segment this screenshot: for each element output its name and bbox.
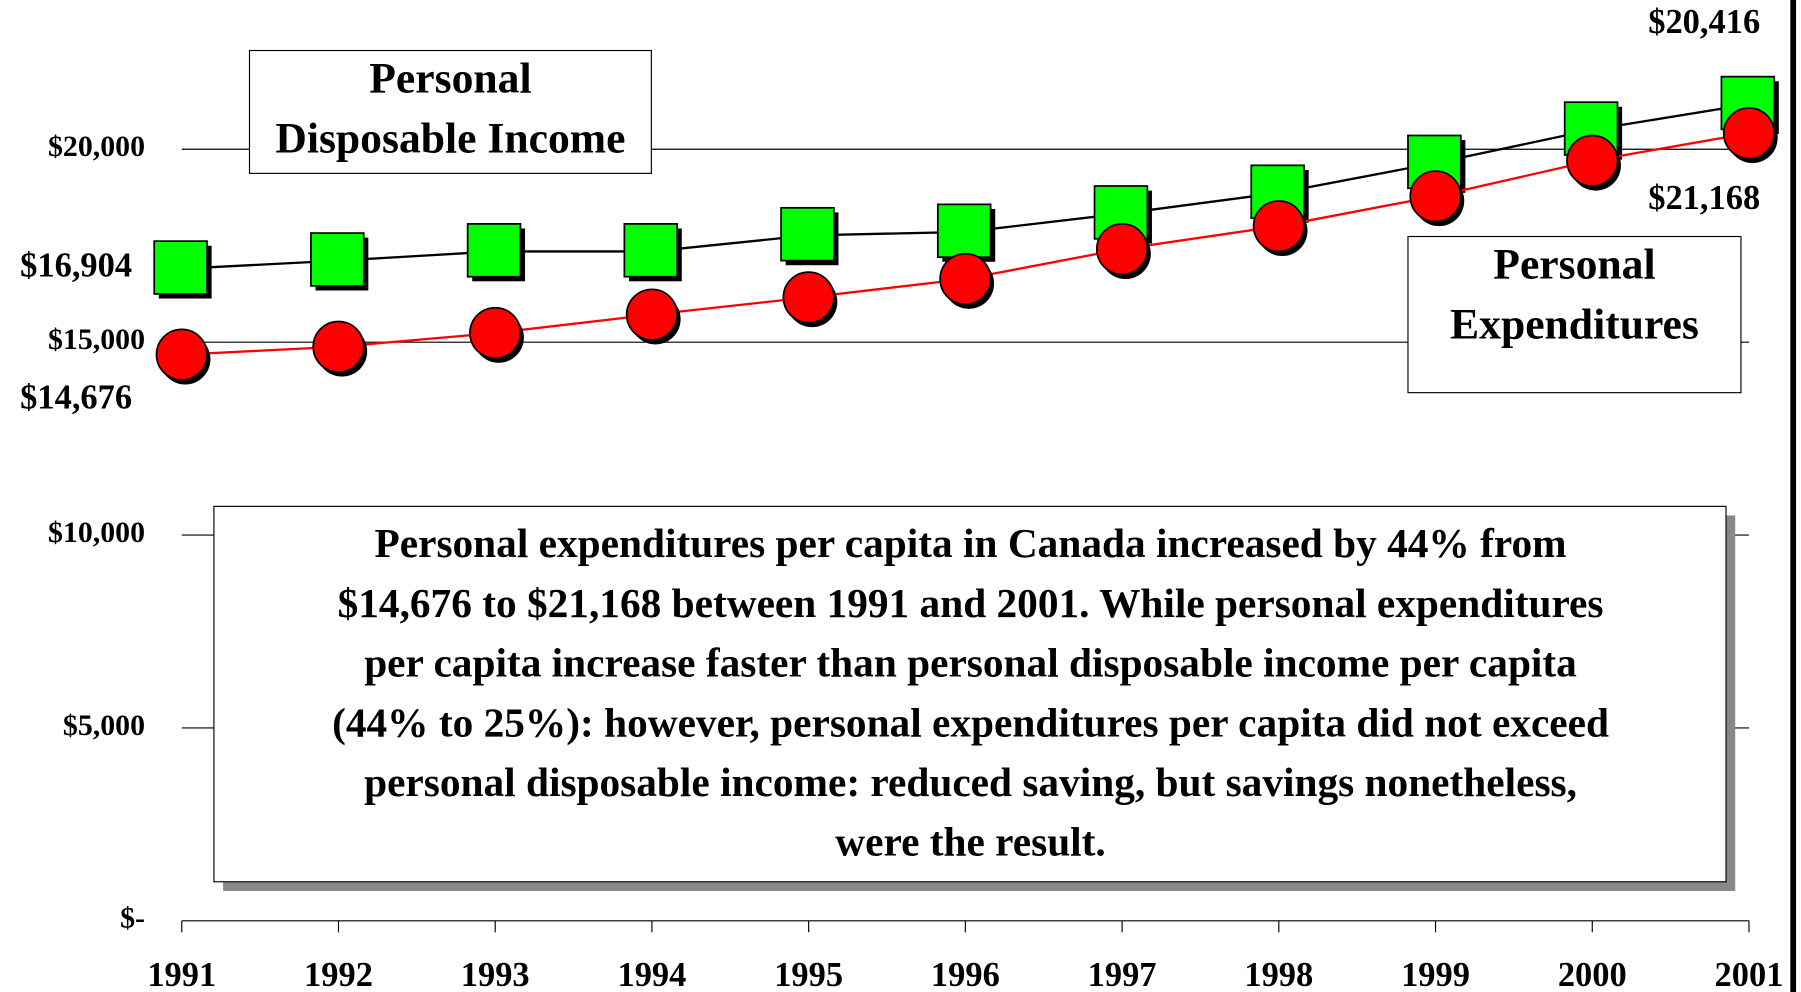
x-tick-label: 1995 [774, 956, 843, 992]
marker [153, 240, 208, 295]
marker [466, 223, 522, 278]
note-text: Personal expenditures per capita in Cana… [375, 520, 1567, 566]
legend-box [1407, 235, 1742, 394]
edge-bar [1790, 0, 1797, 992]
marker [310, 232, 365, 287]
marker [623, 223, 679, 278]
y-tick-label: $15,000 [48, 323, 145, 356]
x-tick-label: 1998 [1244, 956, 1313, 992]
note-text: (44% to 25%): however, personal expendit… [332, 699, 1609, 746]
legend-label: Expenditures [1450, 300, 1699, 348]
legend-box [248, 49, 652, 174]
marker [782, 271, 835, 324]
marker [155, 328, 208, 381]
x-tick-label: 1997 [1088, 956, 1157, 992]
value-annotation: $16,904 [20, 247, 132, 285]
x-tick-label: 1992 [304, 956, 373, 992]
y-tick-label: $20,000 [48, 130, 145, 163]
marker [1095, 223, 1149, 276]
x-tick-label: 2001 [1715, 956, 1784, 992]
marker [939, 252, 992, 306]
marker [1252, 200, 1305, 253]
y-tick-label: $5,000 [63, 709, 145, 742]
marker [625, 288, 679, 341]
legend-label: Disposable Income [275, 114, 625, 162]
x-tick-label: 1991 [147, 956, 216, 992]
note-box [213, 505, 1727, 883]
marker [1722, 107, 1776, 160]
marker [469, 306, 522, 360]
marker [936, 203, 992, 259]
note-text: per capita increase faster than personal… [364, 640, 1577, 686]
x-tick-label: 1999 [1401, 956, 1470, 992]
x-tick-label: 2000 [1558, 956, 1627, 992]
x-tick-label: 1996 [931, 956, 1000, 992]
x-tick-label: 1993 [461, 956, 530, 992]
marker [1409, 170, 1462, 223]
marker [1566, 134, 1619, 187]
legend-label: Personal [369, 55, 531, 103]
x-tick-label: 1994 [617, 956, 686, 992]
value-annotation: $14,676 [20, 379, 132, 417]
y-tick-label: $10,000 [48, 516, 145, 549]
note-text: $14,676 to $21,168 between 1991 and 2001… [338, 580, 1604, 626]
note-text: personal disposable income: reduced savi… [364, 759, 1577, 805]
legend-label: Personal [1493, 241, 1655, 289]
marker [780, 206, 835, 262]
value-annotation: $20,416 [1648, 3, 1760, 41]
marker [312, 320, 365, 373]
y-tick-label: $- [120, 902, 145, 935]
note-text: were the result. [835, 819, 1105, 865]
value-annotation: $21,168 [1648, 179, 1760, 217]
